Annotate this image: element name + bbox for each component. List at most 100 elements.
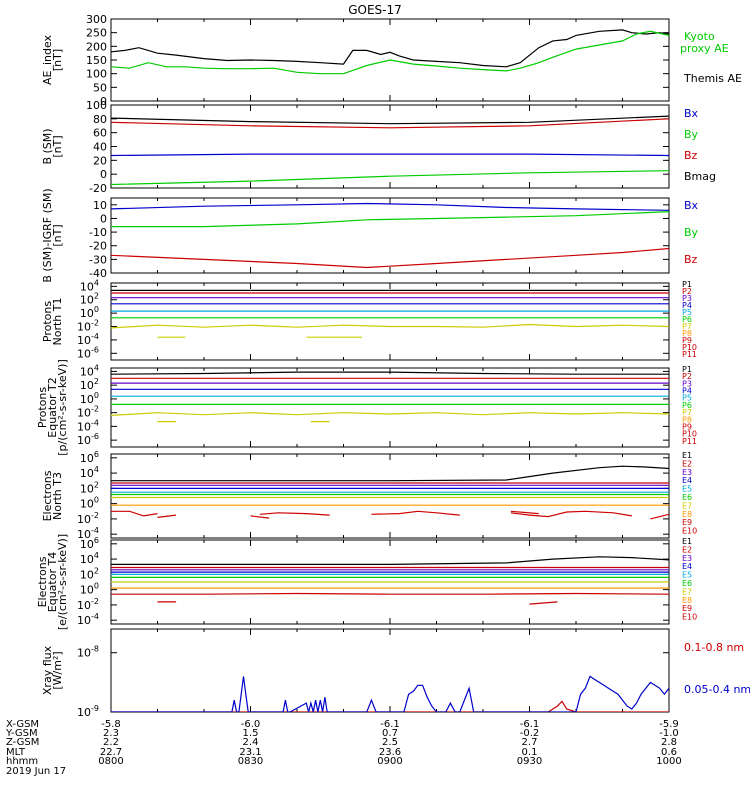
series-segment (259, 512, 330, 516)
legend-entry: E6 (682, 579, 692, 588)
footer-cell: 2.4 (243, 737, 259, 748)
series-segment (650, 513, 669, 520)
y-axis-label: ProtonsNorth T1 (41, 298, 64, 346)
y-tick-label: 10-2 (77, 511, 99, 526)
legend-entry: P2 (682, 372, 692, 381)
y-tick-label: 106 (80, 450, 99, 465)
y-tick-label: 102 (80, 566, 99, 581)
y-tick-label: 100 (80, 582, 99, 597)
legend-entry: By (684, 128, 699, 141)
footer-row-label: X-GSM (6, 719, 39, 730)
legend-entry: E10 (682, 613, 697, 622)
y-tick-label: -10 (89, 226, 107, 239)
y-tick-label: -20 (89, 182, 107, 195)
legend-entry: 0.05-0.4 nm (684, 683, 750, 696)
legend-entry: E4 (682, 562, 692, 571)
y-tick-label: 10-2 (77, 597, 99, 612)
series-line-p7 (111, 412, 669, 416)
y-tick-label: 0 (100, 168, 107, 181)
y-tick-label: 102 (80, 480, 99, 495)
y-axis-label: B (SM)-IGRF (SM)[nT] (41, 188, 64, 282)
y-tick-label: 100 (86, 99, 107, 112)
footer-cell: 2.3 (103, 728, 119, 739)
footer-cell: 1000 (656, 756, 681, 767)
plot-title: GOES-17 (348, 3, 402, 17)
series-line-bx (111, 202, 669, 211)
legend-entry: E1 (682, 537, 692, 546)
legend-entry: E8 (682, 596, 692, 605)
legend-entry: P7 (682, 322, 692, 331)
series-line-0-05-0-4-nm (111, 675, 669, 712)
y-tick-label: 150 (86, 54, 107, 67)
legend-entry: E9 (682, 604, 692, 613)
footer-row-label: Z-GSM (6, 737, 39, 748)
footer-cell: -6.1 (520, 719, 540, 730)
panel-8: 10-8 10-9 Xray flux[W/m²] 0.1-0.8 nm 0.05-0.… (41, 628, 750, 719)
y-tick-label: 10-2 (77, 405, 99, 420)
y-tick-label: 106 (80, 536, 99, 551)
legend-entry: E1 (682, 451, 692, 460)
legend-entry: P9 (682, 422, 692, 431)
legend-entry: E2 (682, 545, 692, 554)
series-segment (371, 510, 460, 516)
legend-entry: E7 (682, 587, 692, 596)
y-tick-label: 10-4 (77, 612, 99, 627)
legend-entry: P5 (682, 394, 692, 403)
y-axis-label: B (SM)[nT] (41, 128, 64, 164)
y-tick-label: 20 (93, 154, 107, 167)
y-axis-label: Xray flux[W/m²] (41, 645, 64, 695)
legend-entry: E8 (682, 510, 692, 519)
y-tick-label: 10-8 (77, 645, 99, 660)
legend-entry: E4 (682, 476, 692, 485)
footer-cell: 2.7 (522, 737, 538, 748)
legend-entry: E5 (682, 571, 692, 580)
y-axis-label: ElectronsNorth T3 (41, 470, 64, 521)
y-tick-label: 104 (80, 363, 99, 378)
y-tick-label: 60 (93, 127, 107, 140)
y-tick-label: 50 (93, 81, 107, 94)
legend-kyoto-line1: Kyoto (684, 30, 715, 43)
series-line-by (111, 211, 669, 228)
y-tick-label: 300 (86, 13, 107, 26)
y-tick-label: -40 (89, 267, 107, 280)
footer-cell: 0930 (517, 756, 542, 767)
footer-cell: -5.9 (659, 719, 679, 730)
legend-entry: P5 (682, 308, 692, 317)
legend-entry: Bx (684, 199, 699, 212)
series-line-bx (111, 153, 669, 157)
series-line-themis-ae (111, 29, 669, 68)
y-tick-label: -30 (89, 253, 107, 266)
legend-entry: E7 (682, 501, 692, 510)
y-tick-label: -20 (89, 240, 107, 253)
legend-entry: P11 (682, 350, 697, 359)
y-tick-label: 10-6 (77, 345, 99, 360)
series-line-p7 (111, 323, 669, 329)
footer-cell: 0.7 (382, 728, 398, 739)
legend-entry: P8 (682, 329, 692, 338)
footer-cell: 22.7 (100, 747, 122, 758)
legend-entry: Bz (684, 149, 698, 162)
footer-cell: -6.0 (241, 719, 261, 730)
series-line-e9 (111, 592, 669, 595)
y-tick-label: 10-9 (77, 704, 99, 719)
panel-frame (110, 104, 670, 189)
legend-themis: Themis AE (683, 72, 742, 85)
legend-entry: 0.1-0.8 nm (684, 641, 744, 654)
footer-cell: 1.5 (243, 728, 259, 739)
footer-cell: 23.1 (239, 747, 261, 758)
footer-cell: 0900 (377, 756, 402, 767)
legend-entry: By (684, 226, 699, 239)
legend-entry: P7 (682, 408, 692, 417)
footer-cell: 0800 (98, 756, 123, 767)
footer-cell: -1.0 (659, 728, 679, 739)
footer-cell: 0.1 (522, 747, 538, 758)
legend-entry: E9 (682, 518, 692, 527)
footer-row-label: Y-GSM (5, 728, 38, 739)
footer-cell: -0.2 (520, 728, 540, 739)
panel-frame (110, 628, 670, 713)
